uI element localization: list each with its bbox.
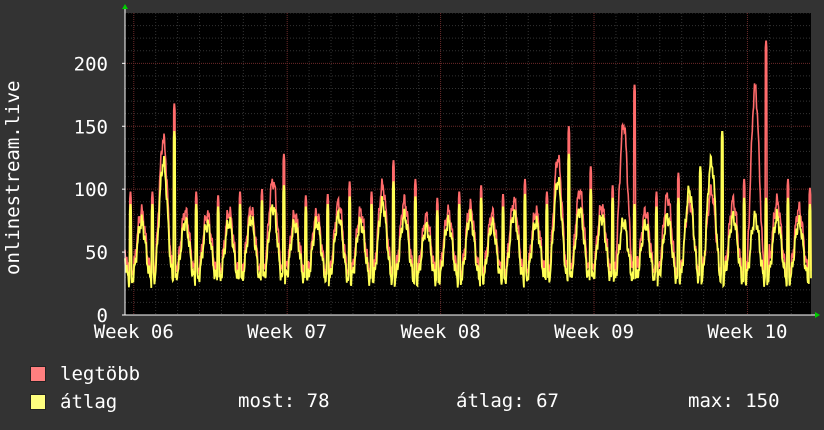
legend-max-label: legtöbb <box>60 363 141 385</box>
x-ticks: Week 06 Week 07 Week 08 Week 09 Week 10 <box>94 321 788 343</box>
y-axis-arrow <box>122 4 128 9</box>
y-axis-label: onlinestream.live <box>2 81 24 275</box>
legend-max-swatch <box>30 366 46 382</box>
y-ticks: 0 50 100 150 200 <box>74 53 125 327</box>
x-tick-label: Week 09 <box>554 321 634 343</box>
x-tick-label: Week 07 <box>247 321 327 343</box>
y-tick-label: 100 <box>74 179 108 201</box>
stat-max: max: 150 <box>688 390 780 412</box>
y-tick-label: 50 <box>85 242 108 264</box>
x-tick-label: Week 06 <box>94 321 174 343</box>
legend-avg: átlag <box>30 391 117 413</box>
x-tick-label: Week 08 <box>401 321 481 343</box>
x-axis-arrow <box>815 312 820 318</box>
y-tick-label: 0 <box>97 305 108 327</box>
y-tick-label: 200 <box>74 53 108 75</box>
legend-max: legtöbb <box>30 363 140 385</box>
x-tick-label: Week 10 <box>707 321 787 343</box>
stat-average: átlag: 67 <box>456 390 559 412</box>
y-tick-label: 150 <box>74 116 108 138</box>
series-avg-line <box>124 131 812 289</box>
series-avg <box>124 131 812 289</box>
legend-avg-swatch <box>30 394 46 410</box>
legend-avg-label: átlag <box>60 391 118 413</box>
stat-current: most: 78 <box>238 390 330 412</box>
axes <box>122 4 820 318</box>
